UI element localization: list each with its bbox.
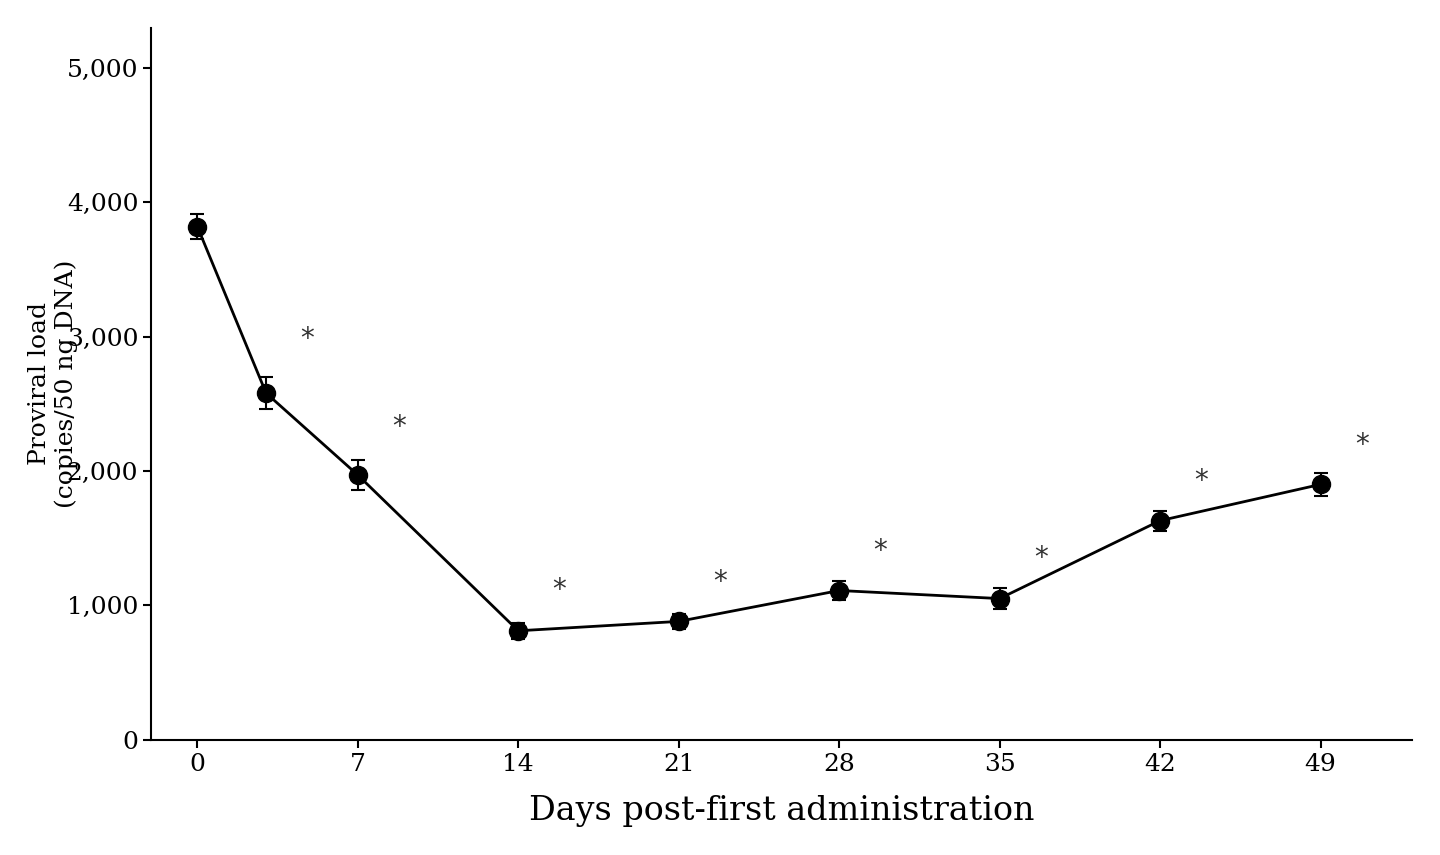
Text: *: *	[392, 414, 406, 441]
Text: *: *	[874, 537, 887, 565]
Text: *: *	[713, 568, 727, 596]
Text: *: *	[301, 325, 314, 353]
Text: *: *	[1034, 544, 1048, 572]
Y-axis label: Proviral load
(copies/50 ng DNA): Proviral load (copies/50 ng DNA)	[27, 260, 78, 508]
X-axis label: Days post-first administration: Days post-first administration	[528, 795, 1034, 828]
Text: *: *	[553, 576, 566, 604]
Text: *: *	[1194, 467, 1208, 495]
Text: *: *	[1355, 431, 1368, 459]
